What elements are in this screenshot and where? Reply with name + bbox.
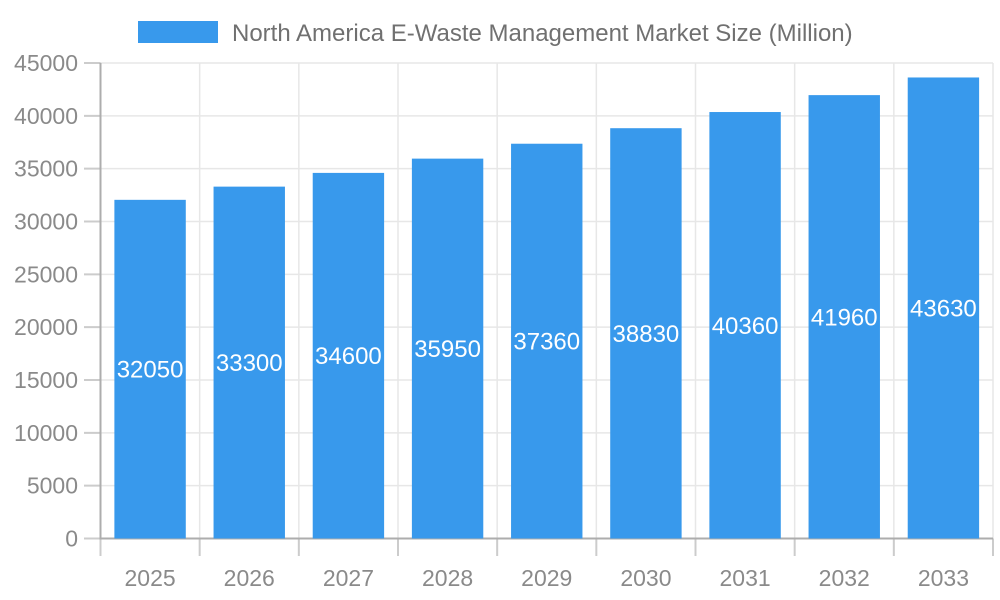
bar-value-label: 32050 bbox=[117, 357, 184, 384]
bar-2028[interactable] bbox=[411, 158, 484, 539]
x-tick-label-2029: 2029 bbox=[521, 565, 572, 591]
y-tick-label: 40000 bbox=[14, 103, 78, 129]
bar-2032[interactable] bbox=[808, 95, 880, 539]
bar-value-label: 38830 bbox=[613, 321, 680, 348]
bar-2030[interactable] bbox=[610, 128, 682, 539]
legend-swatch[interactable] bbox=[138, 21, 218, 43]
y-tick-label: 15000 bbox=[14, 367, 78, 393]
x-tick-label-2025: 2025 bbox=[124, 565, 175, 591]
y-tick-label: 45000 bbox=[14, 50, 78, 76]
bar-value-label: 41960 bbox=[811, 304, 878, 331]
y-tick-label: 5000 bbox=[27, 473, 78, 499]
bar-value-label: 34600 bbox=[315, 343, 382, 370]
bar-value-label: 33300 bbox=[216, 350, 283, 377]
y-tick-label: 35000 bbox=[14, 156, 78, 182]
bar-2025[interactable] bbox=[114, 199, 186, 539]
x-tick-label-2028: 2028 bbox=[422, 565, 473, 591]
bar-value-label: 43630 bbox=[910, 295, 977, 322]
x-tick-label-2027: 2027 bbox=[323, 565, 374, 591]
x-tick-label-2031: 2031 bbox=[719, 565, 770, 591]
bar-2033[interactable] bbox=[907, 77, 980, 539]
y-tick-label: 10000 bbox=[14, 420, 78, 446]
legend-label[interactable]: North America E-Waste Management Market … bbox=[232, 20, 853, 47]
bar-value-label: 40360 bbox=[712, 313, 779, 340]
y-tick-label: 30000 bbox=[14, 209, 78, 235]
x-tick-label-2030: 2030 bbox=[620, 565, 671, 591]
bar-value-label: 35950 bbox=[414, 336, 481, 363]
bar-2031[interactable] bbox=[709, 112, 781, 539]
x-tick-label-2026: 2026 bbox=[224, 565, 275, 591]
y-tick-label: 25000 bbox=[14, 261, 78, 287]
x-tick-label-2032: 2032 bbox=[819, 565, 870, 591]
bar-2026[interactable] bbox=[213, 186, 285, 539]
bar-value-label: 37360 bbox=[513, 329, 580, 356]
y-tick-label: 20000 bbox=[14, 314, 78, 340]
x-tick-label-2033: 2033 bbox=[918, 565, 969, 591]
bar-2027[interactable] bbox=[312, 172, 385, 539]
bar-2029[interactable] bbox=[511, 143, 583, 539]
y-tick-label: 0 bbox=[65, 526, 78, 552]
